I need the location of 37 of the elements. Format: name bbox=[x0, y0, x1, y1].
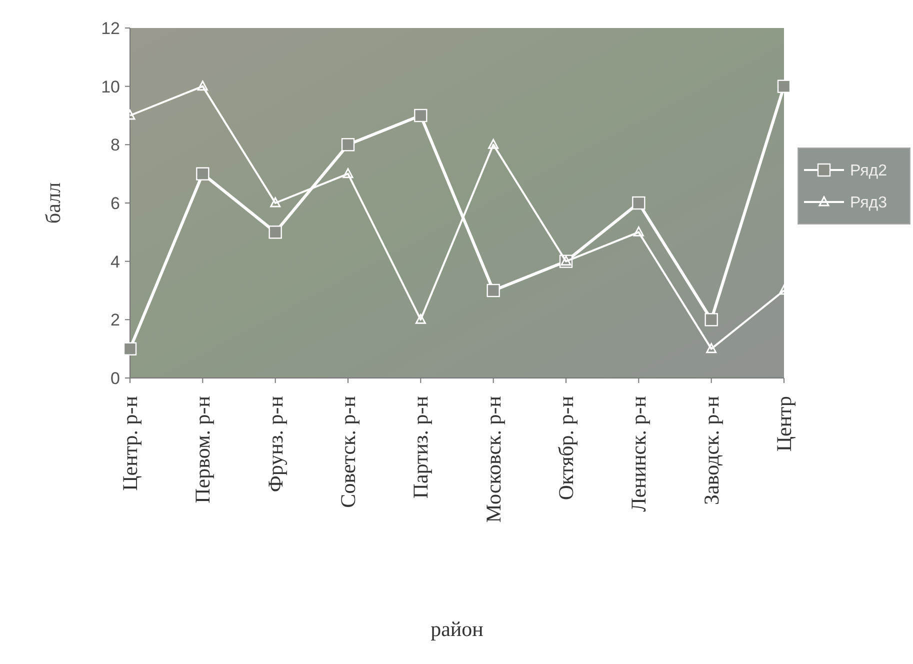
y-tick-label: 8 bbox=[110, 136, 120, 155]
x-tick-label: Советск. р-н bbox=[336, 396, 360, 508]
point bbox=[415, 314, 426, 324]
point bbox=[268, 226, 282, 239]
y-tick-label: 6 bbox=[110, 194, 120, 213]
y-tick-label: 12 bbox=[101, 18, 120, 38]
x-tick-label: Октябр. р-н bbox=[554, 396, 578, 500]
point bbox=[196, 167, 210, 180]
point bbox=[633, 226, 644, 236]
point bbox=[341, 138, 355, 152]
point bbox=[270, 197, 281, 208]
legend-label: Ряд2 bbox=[850, 162, 888, 180]
point bbox=[342, 168, 354, 178]
point bbox=[706, 343, 717, 354]
x-axis-title: район bbox=[430, 617, 484, 641]
x-tick-label: Московск. р-н bbox=[481, 396, 506, 523]
x-tick-label: Заводск. р-н bbox=[699, 396, 724, 505]
point bbox=[123, 342, 137, 356]
x-tick-label: Центр. р-н bbox=[118, 396, 142, 491]
x-tick-label: Первом. р-н bbox=[190, 396, 215, 504]
y-tick-label: 2 bbox=[110, 310, 120, 330]
point bbox=[197, 80, 208, 91]
y-tick-label: 4 bbox=[110, 252, 120, 272]
point bbox=[488, 138, 499, 149]
y-tick-label: 0 bbox=[110, 368, 120, 388]
x-tick-label: Фрунз. р-н bbox=[263, 396, 288, 492]
x-tick-label: Партиз. р-н bbox=[408, 396, 433, 499]
x-tick-label: Центр bbox=[772, 396, 796, 452]
y-axis-title: балл bbox=[41, 182, 65, 224]
legend-label: Ряд3 bbox=[850, 194, 888, 212]
point bbox=[414, 108, 428, 122]
point bbox=[632, 196, 646, 210]
point bbox=[777, 80, 791, 93]
y-tick-label: 10 bbox=[101, 77, 120, 96]
x-tick-label: Ленинск. р-н bbox=[626, 396, 651, 512]
point bbox=[486, 284, 500, 298]
point bbox=[704, 313, 718, 326]
